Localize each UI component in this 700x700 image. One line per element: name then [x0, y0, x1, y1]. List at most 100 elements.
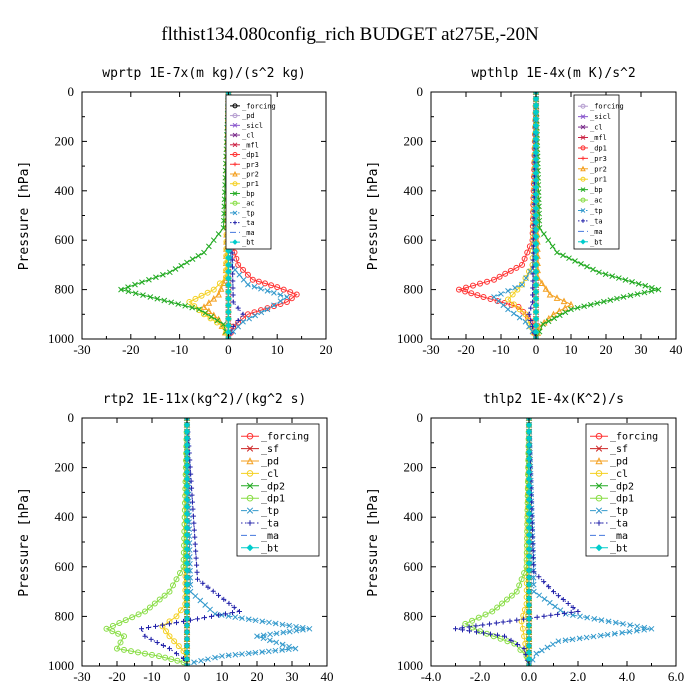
data-marker_bt: [525, 531, 533, 539]
data-marker_ta: [528, 492, 534, 498]
data-marker_ta: [453, 626, 458, 632]
data-marker_tp: [232, 651, 239, 658]
data-marker_dp1: [274, 284, 281, 291]
data-marker_dp1: [249, 276, 256, 283]
data-marker_pr1: [510, 301, 517, 308]
data-marker_ta: [188, 617, 193, 623]
data-marker_bp: [655, 286, 662, 293]
y-tick-label: 400: [55, 183, 75, 198]
data-marker_tp: [527, 268, 534, 275]
data-marker_ta: [216, 592, 221, 598]
legend-marker: [596, 520, 602, 526]
data-marker_bp: [161, 297, 168, 304]
data-marker_ta: [530, 292, 536, 298]
data-marker_bp: [166, 269, 173, 276]
data-marker_dp1: [287, 289, 294, 296]
data-marker_tp: [546, 599, 553, 606]
data-marker_ta: [530, 534, 536, 540]
data-marker_ta: [230, 278, 236, 284]
x-tick-label: 0: [225, 342, 232, 357]
data-marker_tp: [510, 310, 517, 317]
y-tick-label: 200: [404, 460, 424, 475]
data-marker_bt: [532, 109, 540, 116]
data-marker_bt: [183, 496, 191, 503]
data-marker_bp: [648, 288, 655, 294]
subplot-title: rtp2 1E-11x(kg^2)/(kg^2 s): [103, 392, 307, 407]
data-marker_tp: [197, 597, 204, 604]
data-marker_tp: [187, 581, 194, 588]
data-marker_dp1: [240, 266, 247, 273]
data-marker_dp1: [122, 617, 129, 624]
data-marker_ta: [481, 630, 486, 636]
data-marker_tp: [634, 623, 641, 630]
data-marker_tp: [590, 633, 597, 640]
data-marker_tp: [259, 618, 266, 625]
data-marker_dp1: [480, 294, 487, 301]
y-tick-label: 800: [404, 282, 424, 297]
legend-label: _forcing: [610, 432, 658, 443]
data-marker_bt: [225, 275, 232, 282]
data-marker_bt: [525, 581, 533, 588]
legend-marker: [581, 218, 585, 223]
x-tick-label: 0: [533, 342, 540, 357]
data-marker_bt: [525, 428, 533, 435]
data-marker_bp: [160, 271, 166, 278]
x-tick-label: 40: [670, 342, 683, 357]
data-marker_dp1: [508, 592, 515, 599]
y-tick-label: 600: [404, 232, 424, 247]
data-marker_tp: [207, 606, 213, 613]
data-marker_tp: [500, 302, 507, 309]
data-marker_tp: [526, 418, 532, 421]
data-marker_cl: [171, 638, 178, 645]
data-marker_bt: [525, 496, 533, 503]
data-marker_ta: [495, 632, 500, 638]
data-marker_dp1: [470, 282, 476, 289]
data-marker_bt: [183, 649, 191, 656]
data-marker_ta: [235, 317, 241, 323]
data-marker_tp: [293, 627, 300, 634]
y-tick-label: 400: [55, 509, 75, 524]
data-marker_bp: [578, 260, 584, 267]
data-marker_bt: [525, 441, 533, 449]
data-marker_tp: [516, 314, 523, 321]
legend-label: _ma: [590, 228, 603, 236]
x-tick-label: 40: [321, 669, 334, 684]
data-marker_tp: [258, 285, 264, 292]
data-marker_bp: [642, 282, 649, 289]
data-marker_ta: [230, 324, 236, 330]
data-marker_pr2: [556, 307, 563, 315]
x-tick-label: -30: [73, 669, 90, 684]
data-marker_bt: [525, 622, 533, 629]
data-marker_dp1: [168, 656, 175, 663]
data-marker_bt: [532, 268, 540, 275]
data-marker_dp1: [521, 570, 528, 576]
data-marker_ta: [473, 623, 479, 629]
legend-label: _dp2: [261, 481, 285, 492]
data-marker_ta: [555, 611, 561, 617]
data-marker_tp: [205, 656, 211, 663]
data-marker_dp1: [129, 614, 136, 621]
x-tick-label: 20: [320, 342, 333, 357]
data-marker_tp: [279, 641, 286, 648]
data-marker_pr2: [561, 304, 569, 311]
series-group: [453, 418, 655, 666]
data-marker_bp: [146, 276, 152, 283]
data-marker_bp: [635, 280, 642, 287]
legend-label: _dp1: [590, 144, 607, 152]
legend-label: _ma: [610, 531, 628, 542]
data-marker_ta: [488, 631, 493, 637]
data-marker_dp1: [177, 570, 183, 576]
legend-marker: [581, 156, 585, 161]
data-marker_tp: [531, 588, 537, 595]
data-marker_tp: [530, 567, 537, 574]
data-marker_bt: [183, 642, 191, 649]
x-tick-label: -2.0: [470, 669, 491, 684]
data-marker_tp: [550, 641, 556, 648]
data-marker_tp: [519, 281, 525, 288]
legend-label: _bt: [242, 239, 255, 247]
legend-label: _dp1: [610, 494, 634, 505]
data-marker_tp: [236, 271, 243, 278]
y-tick-label: 1000: [48, 658, 74, 673]
data-marker_tp: [597, 632, 604, 639]
data-marker_tp: [240, 276, 247, 283]
